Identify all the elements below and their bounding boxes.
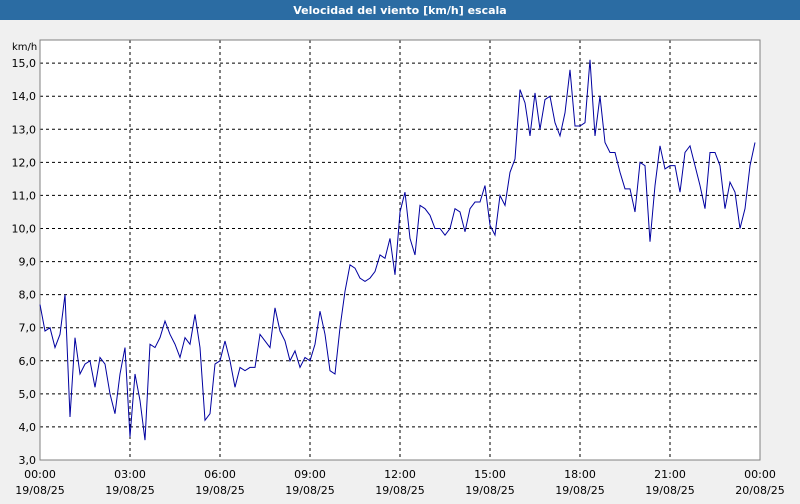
- y-tick-label: 14,0: [12, 90, 37, 103]
- y-tick-label: 12,0: [12, 156, 37, 169]
- x-tick-date: 19/08/25: [195, 484, 244, 497]
- plot-frame: [39, 39, 761, 461]
- x-tick-label: 09:00: [294, 468, 326, 481]
- y-tick-label: 13,0: [12, 123, 37, 136]
- data-line: [39, 59, 756, 441]
- x-tick-label: 06:00: [204, 468, 236, 481]
- y-tick-label: 3,0: [19, 454, 37, 467]
- y-tick-label: 10,0: [12, 223, 37, 236]
- x-tick-date: 19/08/25: [105, 484, 154, 497]
- y-tick-label: 8,0: [19, 289, 37, 302]
- x-tick-date: 20/08/25: [735, 484, 784, 497]
- x-tick-date: 19/08/25: [375, 484, 424, 497]
- y-tick-label: 15,0: [12, 57, 37, 70]
- x-tick-label: 21:00: [654, 468, 686, 481]
- x-tick-label: 15:00: [474, 468, 506, 481]
- y-tick-label: 7,0: [19, 322, 37, 335]
- x-tick-date: 19/08/25: [645, 484, 694, 497]
- y-tick-label: 6,0: [19, 355, 37, 368]
- x-tick-date: 19/08/25: [285, 484, 334, 497]
- y-axis-label: km/h: [12, 42, 37, 53]
- y-tick-label: 5,0: [19, 388, 37, 401]
- y-tick-label: 11,0: [12, 189, 37, 202]
- x-tick-label: 12:00: [384, 468, 416, 481]
- x-tick-date: 19/08/25: [15, 484, 64, 497]
- x-tick-label: 00:00: [24, 468, 56, 481]
- x-tick-label: 18:00: [564, 468, 596, 481]
- x-tick-label: 00:00: [744, 468, 776, 481]
- y-tick-label: 4,0: [19, 421, 37, 434]
- x-tick-label: 03:00: [114, 468, 146, 481]
- x-tick-date: 19/08/25: [465, 484, 514, 497]
- y-tick-label: 9,0: [19, 256, 37, 269]
- x-tick-date: 19/08/25: [555, 484, 604, 497]
- title-bar: [0, 0, 800, 20]
- chart-title: Velocidad del viento [km/h] escala: [293, 4, 506, 17]
